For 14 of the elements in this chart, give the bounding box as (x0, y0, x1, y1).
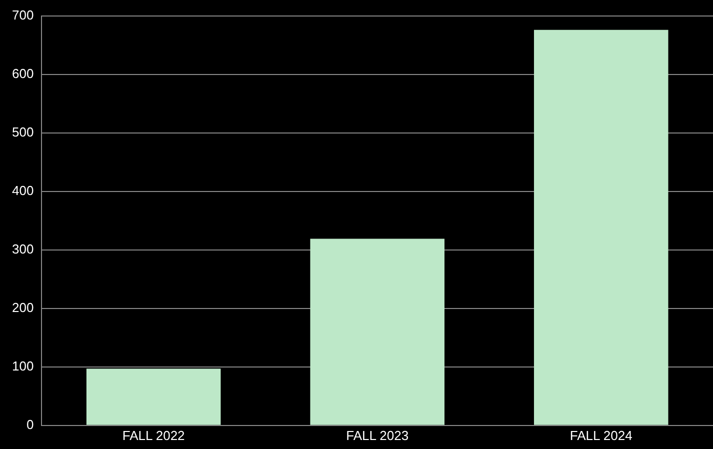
y-tick-label: 300 (12, 241, 34, 256)
bar (86, 368, 221, 425)
x-tick-label: FALL 2022 (122, 428, 185, 443)
bar (310, 238, 444, 425)
y-tick-label: 0 (26, 416, 34, 432)
y-tick-label: 500 (12, 124, 34, 140)
y-tick-label: 700 (12, 7, 34, 22)
y-tick-label: 600 (12, 66, 34, 81)
y-tick-label: 200 (12, 300, 34, 315)
y-tick-label: 100 (12, 358, 34, 374)
x-tick-label: FALL 2023 (346, 428, 409, 443)
y-tick-label: 400 (12, 182, 34, 198)
bar (534, 30, 668, 425)
x-tick-label: FALL 2024 (570, 428, 632, 443)
